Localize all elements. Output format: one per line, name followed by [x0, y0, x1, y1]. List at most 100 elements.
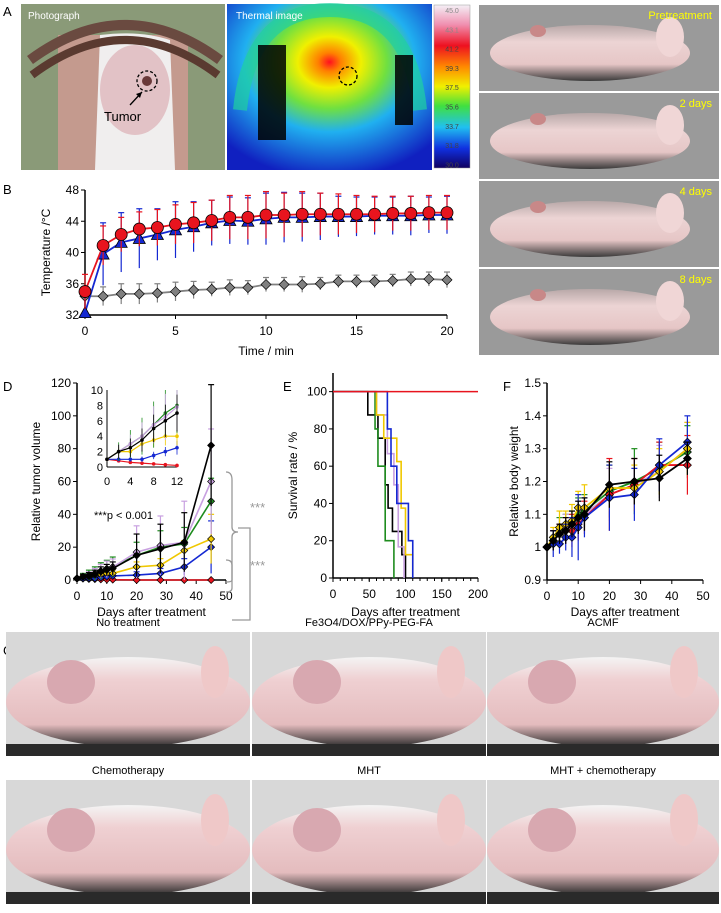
photograph: Tumor Photograph — [21, 4, 225, 171]
y-tick-label: 60 — [314, 459, 328, 473]
group-label: MHT — [357, 765, 381, 777]
y-tick-label: 1.5 — [524, 376, 541, 390]
pvalue-annotation: ***p < 0.001 — [94, 510, 153, 522]
x-tick-label: 50 — [219, 589, 233, 603]
significance-stars-1: *** — [250, 500, 265, 515]
colorbar-tick: 37.5 — [445, 85, 459, 92]
y-tick-label: 80 — [314, 422, 328, 436]
survival-curve — [333, 390, 414, 578]
panel-label-e: E — [283, 379, 292, 394]
x-tick-label: 200 — [468, 587, 488, 601]
tumor-volume-inset: 0 2 4 6 8 10 0 4 8 12 — [91, 385, 183, 488]
x-tick-label: 5 — [172, 324, 179, 338]
group-label: ACMF — [587, 617, 618, 629]
data-point — [132, 222, 146, 236]
x-tick-label: 40 — [190, 589, 204, 603]
data-point — [604, 480, 614, 490]
timepoint-label: 2 days — [680, 98, 713, 110]
y-tick-label: 0 — [320, 571, 327, 585]
y-tick-label: 1.3 — [524, 442, 541, 456]
y-tick-label: 44 — [66, 214, 80, 228]
x-tick-label: 10 — [259, 324, 273, 338]
data-point — [156, 544, 165, 553]
series — [333, 390, 395, 578]
mouse-photo: 8 days — [479, 269, 719, 355]
inset-data-point — [163, 462, 168, 467]
x-tick-label: 0 — [330, 587, 337, 601]
series — [333, 390, 414, 578]
group-photo — [252, 780, 486, 904]
x-tick-label: 0 — [544, 589, 551, 603]
significance-brackets — [225, 471, 251, 621]
data-point — [78, 305, 92, 319]
inset-y-tick-label: 8 — [97, 400, 103, 412]
data-point — [170, 286, 181, 298]
inset-data-point — [175, 445, 179, 450]
y-tick-label: 1.1 — [524, 507, 541, 521]
x-tick-label: 40 — [665, 589, 679, 603]
colorbar-tick: 31.8 — [445, 143, 459, 150]
inset-data-point — [140, 461, 144, 465]
y-axis-title: Survival rate / % — [286, 431, 300, 519]
y-tick-label: 40 — [58, 507, 72, 521]
y-tick-label: 0 — [64, 573, 71, 587]
group-photo — [487, 780, 719, 904]
y-tick-label: 20 — [314, 534, 328, 548]
data-point — [561, 526, 571, 536]
data-point — [405, 273, 417, 285]
photograph-label: Photograph — [28, 11, 80, 22]
tumor — [528, 808, 576, 852]
inset-data-point — [128, 445, 133, 450]
timepoint-label: 4 days — [680, 186, 713, 198]
data-point — [90, 570, 99, 579]
significance-stars-2: *** — [250, 558, 265, 573]
data-point — [187, 216, 201, 230]
data-point — [295, 207, 309, 221]
inset-series — [105, 394, 179, 462]
x-tick-label: 30 — [160, 589, 174, 603]
x-tick-label: 10 — [100, 589, 114, 603]
group-photo — [487, 632, 719, 756]
colorbar-tick: 43.1 — [445, 27, 459, 34]
data-point — [314, 278, 326, 290]
series — [79, 271, 453, 306]
data-point — [207, 576, 216, 584]
data-point — [96, 239, 110, 252]
survival-chart: 0 20 40 60 80 100 0 50 100 150 200 Days after treat… — [286, 373, 488, 619]
y-tick-label: 32 — [66, 308, 80, 322]
inset-data-point — [128, 457, 133, 462]
survival-curve — [333, 390, 414, 578]
y-axis-title: Temperature /°C — [39, 208, 53, 296]
survival-curve — [333, 390, 395, 578]
group-photo — [6, 632, 250, 756]
tumor-label: Tumor — [104, 109, 142, 124]
y-tick-label: 100 — [51, 409, 71, 423]
data-point — [207, 441, 216, 450]
y-tick-label: 1.2 — [524, 475, 541, 489]
x-tick-label: 15 — [350, 324, 364, 338]
mouse-photo-timeline: Pretreatment 2 days 4 days 8 days — [479, 5, 719, 355]
data-point — [440, 206, 454, 220]
data-point — [423, 273, 435, 285]
mouse-photo: 4 days — [479, 181, 719, 267]
series — [78, 190, 454, 309]
inset-y-tick-label: 2 — [97, 447, 103, 459]
data-point — [350, 207, 363, 221]
x-tick-label: 150 — [432, 587, 452, 601]
data-point — [207, 534, 216, 543]
inset-data-point — [140, 438, 144, 442]
data-point — [629, 477, 639, 486]
data-point — [331, 207, 345, 221]
x-tick-label: 20 — [440, 324, 454, 338]
colorbar-tick: 41.2 — [445, 47, 459, 54]
data-point — [223, 210, 237, 224]
panel-label-f: F — [503, 379, 511, 394]
group-label: Fe3O4/DOX/PPy-PEG-FA — [305, 617, 433, 629]
tumor — [530, 289, 546, 301]
temperature-colorbar: 45.0 43.1 41.2 39.3 37.5 35.6 33.7 31.8 30.0 — [433, 4, 471, 169]
data-point — [422, 206, 436, 220]
data-point — [296, 279, 308, 291]
y-tick-label: 48 — [66, 183, 80, 197]
